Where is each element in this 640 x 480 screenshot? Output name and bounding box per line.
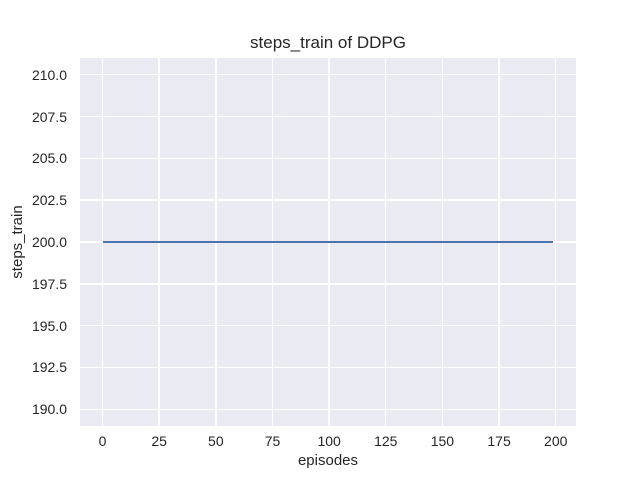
x-tick-label: 150: [430, 433, 455, 449]
y-gridline: [80, 408, 576, 410]
x-tick-label: 200: [544, 433, 568, 449]
y-tick-label: 190.0: [31, 401, 67, 418]
y-gridline: [80, 324, 576, 327]
x-tick-label: 125: [374, 433, 398, 449]
y-gridline: [80, 115, 576, 118]
y-tick-label: 195.0: [31, 317, 67, 334]
x-axis-label: episodes: [297, 452, 359, 469]
x-tick-label: 75: [264, 433, 281, 449]
x-tick-label: 0: [98, 433, 107, 449]
x-tick-label: 25: [151, 433, 167, 449]
data-line-steps_train: [102, 241, 554, 243]
y-tick-label: 210.0: [31, 66, 67, 83]
y-tick-label: 205.0: [31, 150, 67, 167]
y-gridline: [80, 283, 576, 285]
y-tick-label: 192.5: [31, 359, 67, 376]
y-tick-label: 207.5: [31, 108, 67, 125]
y-gridline: [80, 74, 576, 76]
x-tick-label: 175: [487, 433, 511, 449]
y-gridline: [80, 366, 576, 369]
y-gridline: [80, 199, 576, 201]
y-axis-label: steps_train: [9, 205, 26, 279]
x-tick-label: 50: [208, 433, 224, 449]
y-tick-label: 200.0: [31, 234, 67, 250]
chart-title: steps_train of DDPG: [250, 33, 406, 52]
y-tick-label: 197.5: [31, 275, 67, 292]
x-tick-label: 100: [317, 433, 341, 449]
y-gridline: [80, 157, 576, 160]
y-tick-label: 202.5: [31, 192, 67, 209]
plot-area: [80, 58, 576, 426]
